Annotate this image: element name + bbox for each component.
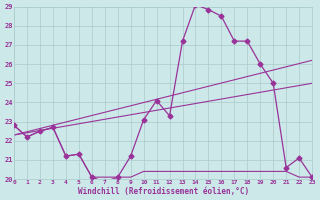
X-axis label: Windchill (Refroidissement éolien,°C): Windchill (Refroidissement éolien,°C) [77, 187, 249, 196]
